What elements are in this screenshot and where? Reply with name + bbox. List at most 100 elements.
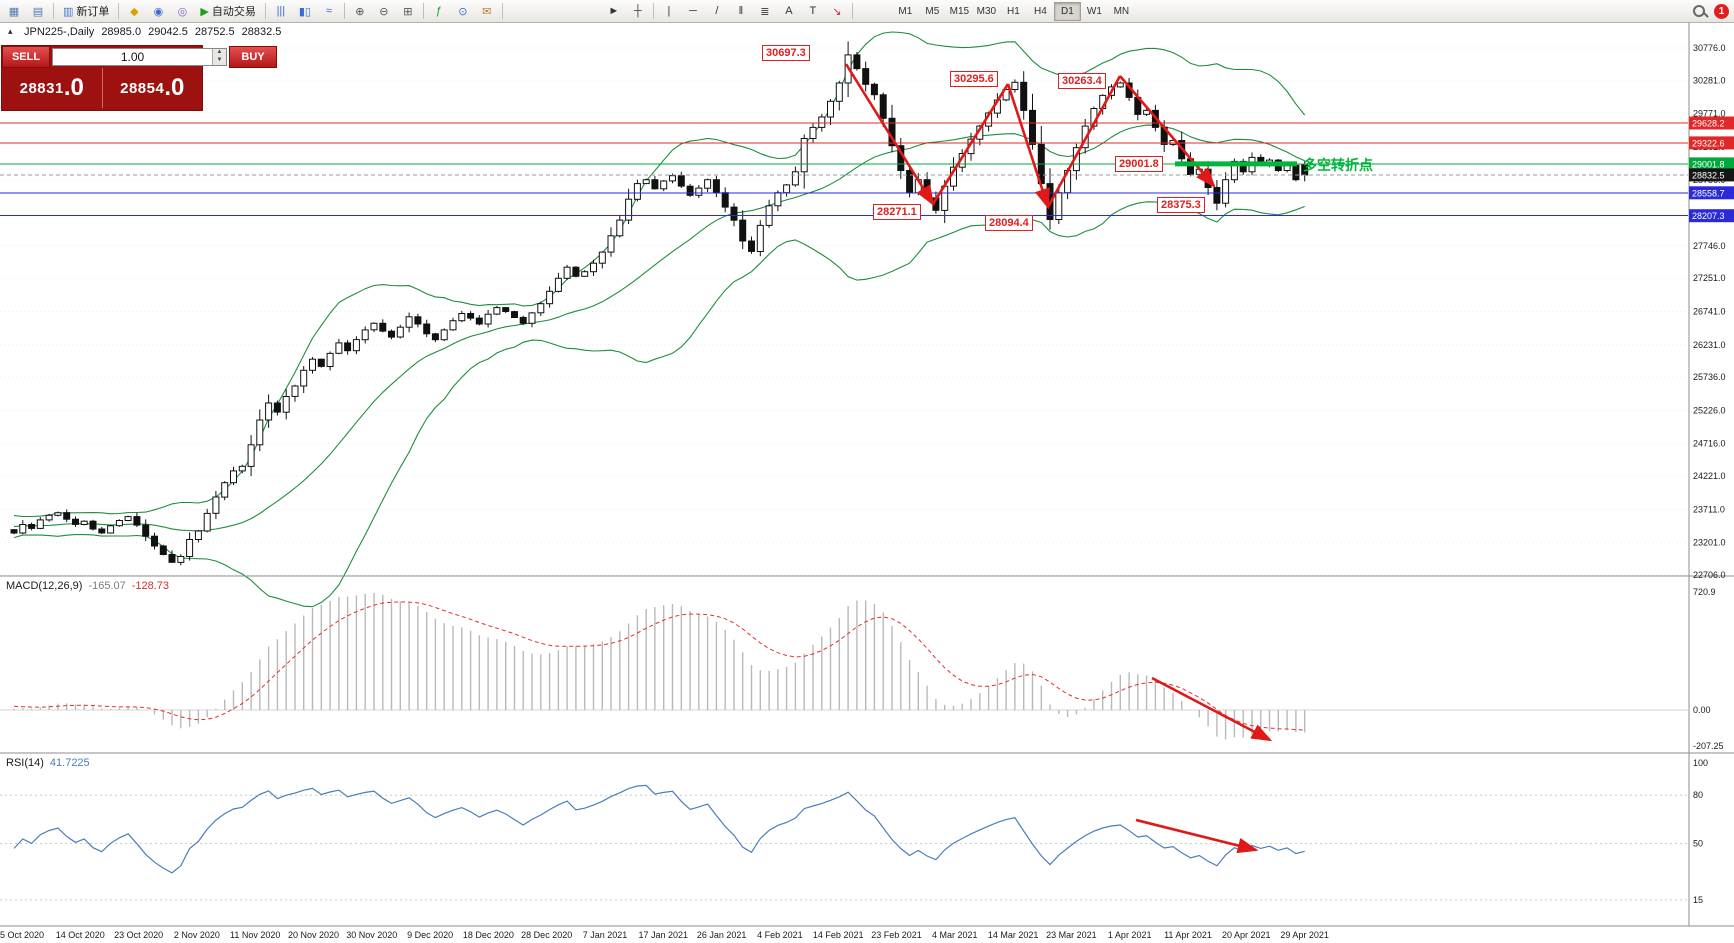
- crosshair-icon[interactable]: ┼: [633, 5, 642, 17]
- zoom-out-icon[interactable]: ⊖: [379, 5, 389, 18]
- svg-text:29628.2: 29628.2: [1692, 118, 1725, 128]
- vertical-line-icon[interactable]: |: [667, 5, 671, 17]
- svg-text:5 Oct 2020: 5 Oct 2020: [0, 930, 44, 940]
- rsi-value: 41.7225: [49, 757, 90, 769]
- price-annotation[interactable]: 28094.4: [985, 215, 1033, 231]
- notification-badge[interactable]: 1: [1714, 3, 1729, 19]
- candlestick-chart-icon[interactable]: ▮▯: [298, 5, 311, 18]
- timeframe-m1[interactable]: M1: [898, 5, 913, 17]
- turning-point-label[interactable]: 多空转折点: [1303, 157, 1373, 173]
- price-annotation[interactable]: 28375.3: [1157, 197, 1205, 213]
- svg-text:80: 80: [1693, 790, 1703, 800]
- volume-up-button[interactable]: ▲: [213, 49, 226, 57]
- time-axis[interactable]: 5 Oct 2020 14 Oct 2020 23 Oct 2020 2 Nov 20…: [0, 930, 1329, 940]
- svg-text:25736.0: 25736.0: [1693, 372, 1726, 382]
- autotrading-button[interactable]: ▶ 自动交易: [194, 2, 261, 20]
- ohlc-high: 29042.5: [148, 26, 188, 38]
- market-watch-icon[interactable]: ◆: [130, 5, 139, 18]
- bollinger-bands: [13, 31, 1306, 608]
- svg-text:29 Apr 2021: 29 Apr 2021: [1280, 930, 1329, 940]
- chart-ohlc-info: JPN225-,Daily 28985.0 29042.5 28752.5 28…: [24, 26, 281, 38]
- toolbar-right: 1: [1691, 3, 1729, 20]
- volume-box: ▲ ▼: [52, 48, 227, 66]
- line-chart-icon[interactable]: ≈: [325, 5, 332, 17]
- tile-windows-icon[interactable]: ⊞: [403, 5, 413, 18]
- svg-text:29001.8: 29001.8: [1692, 159, 1725, 169]
- price-annotation[interactable]: 29001.8: [1115, 156, 1163, 172]
- svg-text:29322.6: 29322.6: [1692, 138, 1725, 148]
- svg-text:28832.5: 28832.5: [1692, 170, 1725, 180]
- trend-arrows[interactable]: [844, 63, 1297, 854]
- candlestick-series: [10, 41, 1309, 566]
- rsi-name: RSI(14): [6, 757, 44, 769]
- toolbar-separator: [343, 3, 345, 19]
- timeframe-h1[interactable]: H1: [1006, 5, 1020, 17]
- main-toolbar: ▦ ▤ ▥ 新订单 ◆ ◉ ◎ ▶ 自动交易 ||| ▮▯ ≈ ⊕ ⊖ ⊞ ƒ ⊙ ✉ ► ┼ | ─ / ‖ ≣ A T ↘ M1 M5…: [0, 0, 1734, 23]
- rsi-label: RSI(14) 41.7225: [6, 757, 90, 769]
- one-click-panel-toggle[interactable]: ▴: [8, 26, 13, 36]
- price-annotation[interactable]: 30263.4: [1058, 73, 1106, 89]
- zoom-in-icon[interactable]: ⊕: [355, 5, 365, 18]
- toolbar-separator: [422, 3, 424, 19]
- svg-text:50: 50: [1693, 839, 1703, 849]
- trade-panel-prices: 28831.0 28854.0: [2, 68, 202, 108]
- svg-text:22706.0: 22706.0: [1693, 570, 1726, 580]
- label-icon[interactable]: T: [809, 5, 817, 17]
- svg-text:25226.0: 25226.0: [1693, 405, 1726, 415]
- volume-input[interactable]: [53, 49, 212, 65]
- bid-pips: .0: [63, 74, 84, 101]
- svg-text:30776.0: 30776.0: [1693, 43, 1726, 53]
- new-chart-icon[interactable]: ▤: [32, 5, 44, 18]
- indicators-icon[interactable]: ƒ: [435, 5, 442, 17]
- periods-icon[interactable]: ⊙: [458, 5, 468, 18]
- bid-price[interactable]: 28831.0: [2, 68, 102, 108]
- volume-down-button[interactable]: ▼: [213, 57, 226, 65]
- svg-text:23 Feb 2021: 23 Feb 2021: [871, 930, 922, 940]
- terminal-icon[interactable]: ▦: [8, 5, 20, 18]
- fibonacci-icon[interactable]: ≣: [760, 5, 770, 18]
- buy-button[interactable]: BUY: [229, 46, 277, 68]
- autotrading-button-icon: ▶: [200, 5, 209, 18]
- ask-main: 28854: [120, 79, 165, 97]
- ask-price[interactable]: 28854.0: [101, 68, 203, 108]
- timeframe-h4[interactable]: H4: [1033, 5, 1047, 17]
- svg-text:18 Dec 2020: 18 Dec 2020: [463, 930, 514, 940]
- arrows-icon[interactable]: ↘: [832, 5, 842, 18]
- svg-text:29771.0: 29771.0: [1693, 109, 1726, 119]
- bars-chart-icon[interactable]: |||: [276, 5, 286, 17]
- timeframe-mn[interactable]: MN: [1113, 5, 1130, 17]
- svg-text:-207.25: -207.25: [1693, 741, 1724, 751]
- svg-text:14 Feb 2021: 14 Feb 2021: [813, 930, 864, 940]
- data-window-icon[interactable]: ◉: [153, 5, 164, 18]
- price-annotation[interactable]: 28271.1: [873, 204, 921, 220]
- timeframe-d1[interactable]: D1: [1053, 1, 1081, 21]
- timeframe-m5[interactable]: M5: [925, 5, 940, 17]
- search-icon[interactable]: [1691, 3, 1709, 20]
- new-order-button-icon: ▥: [63, 5, 74, 18]
- macd-signal-value: -128.73: [131, 580, 170, 592]
- cursor-icon[interactable]: ►: [608, 5, 620, 17]
- timeframe-m15[interactable]: M15: [949, 5, 970, 17]
- timeframe-m30[interactable]: M30: [976, 5, 997, 17]
- navigator-icon[interactable]: ◎: [177, 5, 188, 18]
- svg-text:7 Jan 2021: 7 Jan 2021: [583, 930, 628, 940]
- svg-text:26741.0: 26741.0: [1693, 307, 1726, 317]
- text-icon[interactable]: A: [785, 5, 793, 17]
- sell-button[interactable]: SELL: [2, 46, 50, 68]
- price-annotation[interactable]: 30295.6: [950, 71, 998, 87]
- rsi-panel: 100 80 50 15: [0, 758, 1708, 905]
- horizontal-line-icon[interactable]: ─: [688, 5, 697, 17]
- price-annotation[interactable]: 30697.3: [762, 45, 810, 61]
- svg-text:11 Nov 2020: 11 Nov 2020: [230, 930, 280, 940]
- new-order-button[interactable]: ▥ 新订单: [57, 2, 115, 20]
- channel-icon[interactable]: ‖: [738, 5, 744, 17]
- toolbar-items: ▦ ▤ ▥ 新订单 ◆ ◉ ◎ ▶ 自动交易 ||| ▮▯ ≈ ⊕ ⊖ ⊞ ƒ ⊙ ✉ ► ┼ | ─ / ‖ ≣ A T ↘ M1 M5…: [2, 0, 1135, 22]
- horizontal-level-lines[interactable]: [0, 122, 1688, 217]
- svg-text:15: 15: [1693, 895, 1703, 905]
- templates-icon[interactable]: ✉: [482, 5, 492, 18]
- trendline-icon[interactable]: /: [715, 5, 719, 17]
- trade-panel-controls: SELL ▲ ▼ BUY: [2, 46, 277, 68]
- timeframe-w1[interactable]: W1: [1086, 5, 1102, 17]
- svg-text:23711.0: 23711.0: [1693, 504, 1725, 514]
